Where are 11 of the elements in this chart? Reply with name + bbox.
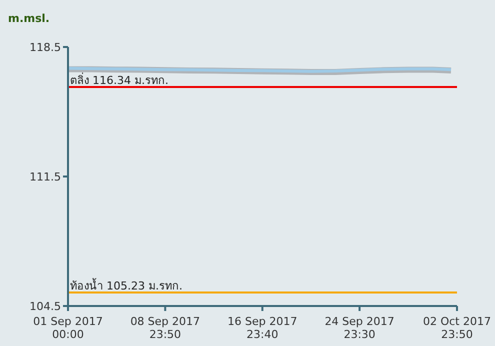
ref-line-label: ท้องน้ำ 105.23 ม.รทก. xyxy=(70,277,182,292)
x-tick-label: 02 Oct 2017 23:50 xyxy=(422,315,492,341)
x-tick-label: 01 Sep 2017 00:00 xyxy=(33,315,103,341)
ref-line-label: ตลิ่ง 116.34 ม.รทก. xyxy=(70,72,168,87)
x-tick-label: 24 Sep 2017 23:30 xyxy=(324,315,394,341)
x-tick-label: 16 Sep 2017 23:40 xyxy=(228,315,298,341)
y-tick-label: 118.5 xyxy=(30,40,61,54)
y-tick-label: 111.5 xyxy=(30,170,61,184)
y-tick-label: 104.5 xyxy=(30,300,61,313)
x-tick-label: 08 Sep 2017 23:50 xyxy=(130,315,200,341)
y-axis-title: m.msl. xyxy=(8,12,50,25)
